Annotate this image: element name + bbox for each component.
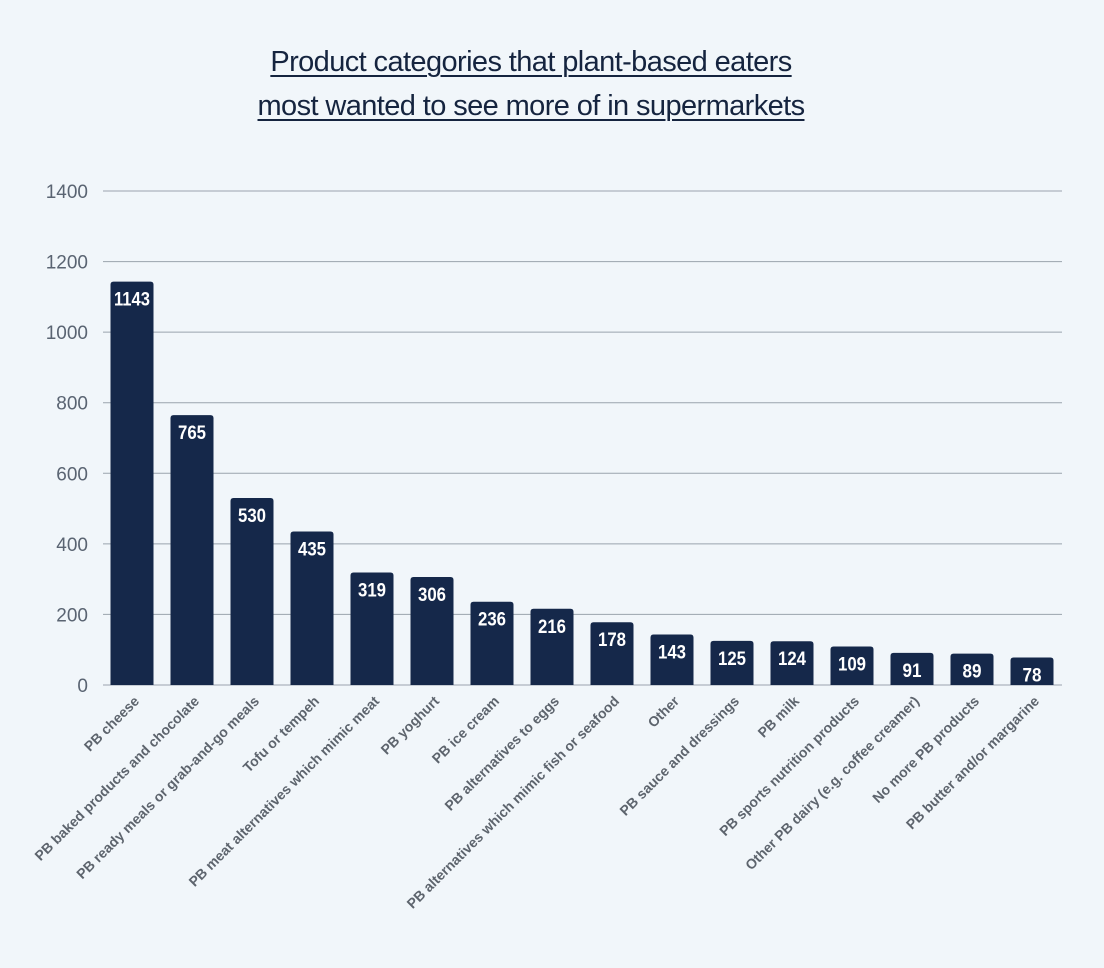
bar [890,652,934,685]
bar [590,622,634,685]
x-tick-label: Other [644,692,682,730]
bar-value-label: 91 [903,661,922,682]
bar-value-label: 765 [178,423,206,444]
bar-value-label: 124 [778,649,806,670]
gridlines [103,190,1062,686]
bar [710,640,754,685]
bar [830,646,874,685]
y-tick-label: 200 [56,605,88,626]
x-tick-label: No more PB products [869,693,982,806]
chart-title: Product categories that plant-based eate… [0,40,1062,128]
x-tick-label: PB yoghurt [377,693,442,758]
x-tick-label: PB sauce and dressings [616,693,742,819]
y-tick-label: 400 [56,535,88,556]
bar-value-label: 435 [298,540,326,561]
bar [110,281,154,685]
y-tick-label: 600 [56,464,88,485]
bar [470,601,514,685]
bar [410,577,454,685]
bar-value-label: 216 [538,617,566,638]
x-tick-label: PB cheese [81,693,143,755]
bar-value-label: 78 [1023,665,1042,686]
y-tick-label: 1000 [46,323,88,344]
bar-value-label: 1143 [114,290,150,311]
bar [350,572,394,685]
bar [530,608,574,685]
y-tick-label: 1400 [46,182,88,203]
y-tick-label: 1200 [46,253,88,274]
bar-value-label: 89 [963,662,982,683]
bar-value-label: 306 [418,585,446,606]
bar [170,415,214,685]
x-tick-label: PB alternatives to eggs [441,693,562,814]
bar [650,634,694,685]
bar-value-label: 530 [238,506,266,527]
bar-value-label: 125 [718,649,746,670]
chart-title-line-2: most wanted to see more of in supermarke… [257,90,806,122]
bar-value-label: 236 [478,610,506,631]
x-tick-label: PB alternatives which mimic fish or seaf… [403,693,622,912]
bar-value-label: 178 [598,630,626,651]
bars: 1143 765 530 435 319 306 236 216 178 143 125 124 109… [110,281,1054,686]
bar [230,497,274,685]
bar-value-label: 109 [838,655,866,676]
chart-title-line-1: Product categories that plant-based eate… [270,46,792,78]
y-tick-label: 0 [77,676,88,697]
y-axis-ticks: 0 200 400 600 800 1000 1200 1400 [46,182,88,697]
bar [1010,657,1054,685]
bar [290,531,334,685]
x-tick-label: PB milk [754,693,802,741]
bar [950,653,994,685]
bar-value-label: 319 [358,580,386,601]
y-tick-label: 800 [56,394,88,415]
bar-value-label: 143 [658,643,686,664]
bar [770,641,814,685]
